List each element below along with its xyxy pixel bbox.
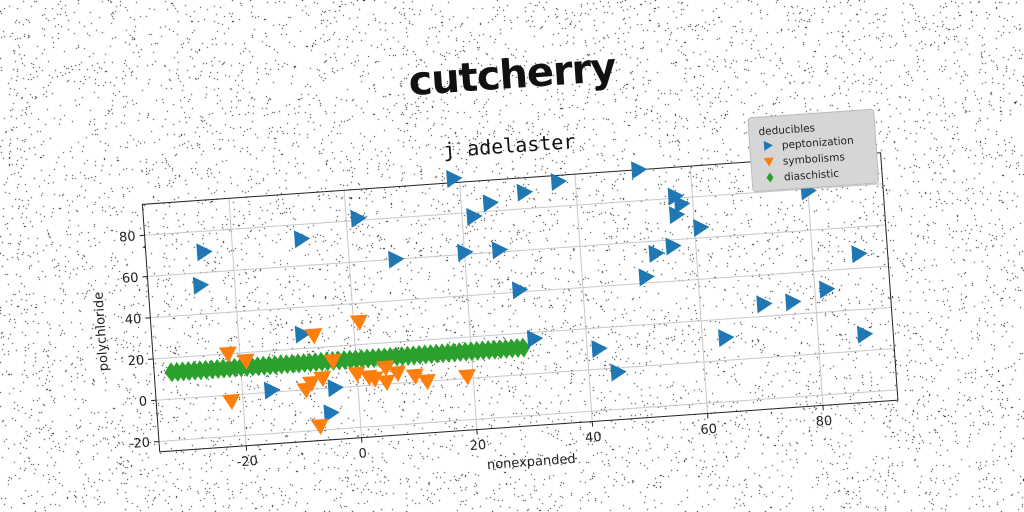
- x-axis-label: nonexpanded: [487, 452, 577, 473]
- data-point-peptonization: [516, 183, 534, 202]
- legend-label-peptonization: peptonization: [781, 135, 854, 152]
- legend-marker-diaschistic: [766, 172, 774, 183]
- grid-line-y: [147, 224, 886, 278]
- axis-ticks: -20 0 20 40 60 80 -20 0 20 40 60 80: [119, 229, 833, 470]
- data-point-peptonization: [263, 381, 281, 400]
- data-point-peptonization: [668, 206, 686, 225]
- data-point-peptonization: [819, 280, 836, 299]
- data-point-peptonization: [482, 194, 499, 213]
- data-point-peptonization: [851, 245, 868, 264]
- data-point-peptonization: [638, 268, 655, 287]
- data-point-symbolisms: [296, 382, 315, 399]
- data-point-symbolisms: [405, 368, 424, 385]
- chart-title: j adelaster: [442, 129, 576, 162]
- data-point-peptonization: [491, 241, 509, 260]
- data-point-peptonization: [511, 281, 529, 300]
- data-point-symbolisms: [365, 371, 384, 388]
- x-tick-label: 80: [815, 414, 833, 430]
- legend-marker-symbolisms: [763, 157, 774, 167]
- data-point-symbolisms: [349, 314, 368, 331]
- data-marks: [164, 161, 874, 436]
- data-point-symbolisms: [313, 370, 332, 388]
- x-tick-label: 40: [585, 430, 603, 446]
- data-point-peptonization: [446, 169, 463, 188]
- legend-label-diaschistic: diaschistic: [784, 168, 840, 184]
- y-tick-label: 0: [138, 394, 147, 410]
- grid-line-x: [805, 157, 824, 406]
- data-point-peptonization: [785, 293, 802, 312]
- plot-area: [141, 152, 899, 453]
- grid-line-x: [574, 174, 593, 422]
- data-point-peptonization: [294, 325, 312, 344]
- data-point-peptonization: [693, 219, 710, 237]
- data-point-symbolisms: [347, 366, 366, 383]
- data-point-peptonization: [550, 173, 568, 191]
- x-tick-label: 60: [700, 422, 718, 438]
- data-point-peptonization: [457, 243, 474, 262]
- data-point-symbolisms: [218, 346, 237, 363]
- data-point-diaschistic: [516, 337, 531, 358]
- grid-line-y: [144, 183, 883, 236]
- data-point-peptonization: [648, 244, 665, 263]
- data-point-symbolisms: [310, 418, 329, 436]
- data-point-peptonization: [665, 237, 682, 256]
- grid-line-x: [228, 198, 247, 446]
- grid-line-x: [343, 190, 363, 438]
- y-tick-label: -20: [128, 436, 150, 452]
- y-tick-label: 60: [122, 271, 140, 287]
- legend-box: [747, 108, 879, 193]
- legend-title: deducibles: [758, 122, 815, 138]
- legend-marker-peptonization: [763, 140, 773, 151]
- grid-line-x: [459, 182, 478, 430]
- data-point-peptonization: [718, 329, 735, 348]
- data-point-symbolisms: [377, 374, 396, 392]
- data-point-symbolisms: [417, 373, 436, 391]
- data-point-peptonization: [591, 340, 608, 359]
- grid-line-y: [153, 306, 892, 360]
- data-point-peptonization: [526, 330, 544, 349]
- grid-line-x: [689, 166, 709, 414]
- grid-line-y: [156, 348, 895, 401]
- data-point-peptonization: [192, 276, 210, 295]
- legend: deducibles peptonizationsymbolismsdiasch…: [747, 108, 879, 193]
- data-point-symbolisms: [376, 360, 395, 377]
- data-point-symbolisms: [304, 327, 323, 345]
- x-tick-label: 20: [469, 438, 487, 454]
- grid-line-y: [158, 389, 898, 442]
- data-point-peptonization: [856, 325, 874, 344]
- data-point-peptonization: [350, 209, 367, 228]
- data-point-peptonization: [631, 161, 648, 180]
- data-point-peptonization: [756, 295, 773, 314]
- data-point-peptonization: [323, 404, 340, 423]
- data-point-peptonization: [196, 243, 213, 262]
- x-tick-label: 0: [358, 446, 367, 462]
- legend-label-symbolisms: symbolisms: [783, 151, 846, 167]
- x-tick-label: -20: [236, 454, 258, 470]
- y-tick-label: 40: [124, 312, 142, 328]
- data-point-symbolisms: [457, 369, 476, 386]
- data-point-peptonization: [388, 250, 405, 269]
- data-point-peptonization: [327, 379, 344, 398]
- y-axis-label: polychloride: [91, 291, 112, 372]
- data-point-symbolisms: [388, 365, 407, 382]
- data-point-symbolisms: [323, 353, 342, 370]
- data-point-symbolisms: [236, 353, 255, 370]
- data-point-peptonization: [610, 363, 627, 382]
- y-tick-label: 20: [127, 353, 145, 369]
- y-tick-label: 80: [119, 229, 137, 245]
- data-point-peptonization: [293, 230, 311, 249]
- data-point-peptonization: [673, 195, 691, 214]
- data-point-symbolisms: [222, 393, 241, 411]
- data-point-peptonization: [466, 207, 483, 226]
